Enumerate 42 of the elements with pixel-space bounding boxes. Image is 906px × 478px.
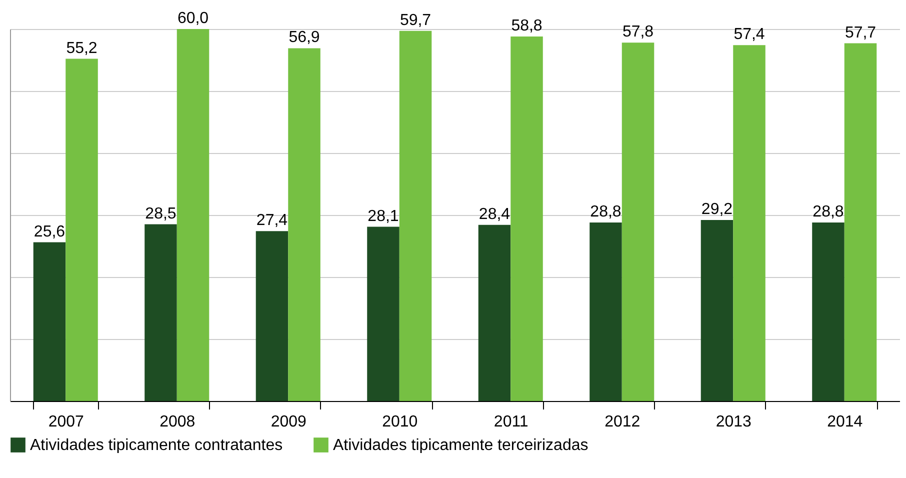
bar — [66, 58, 98, 401]
data-label: 59,7 — [400, 12, 432, 29]
data-label: 56,9 — [288, 29, 320, 46]
data-label: 29,2 — [701, 200, 733, 218]
bar — [367, 226, 400, 401]
x-tick-label: 2008 — [160, 414, 196, 430]
x-tick-label: 2009 — [270, 414, 307, 430]
data-label: 25,6 — [34, 223, 66, 240]
data-label: 28,1 — [368, 208, 399, 225]
bar — [256, 231, 288, 401]
x-tick-label: 2012 — [604, 414, 640, 430]
bar — [590, 222, 622, 401]
bar — [812, 222, 844, 401]
data-label: 27,4 — [256, 212, 288, 230]
x-tick-label: 2011 — [494, 414, 528, 430]
data-label: 57,8 — [622, 24, 654, 41]
x-tick-label: 2010 — [382, 414, 418, 430]
legend-label: Atividades tipicamente terceirizadas — [333, 437, 588, 454]
bar — [399, 30, 432, 401]
bar — [510, 36, 543, 401]
bar — [478, 224, 511, 401]
bar — [176, 29, 210, 401]
x-tick-label: 2013 — [716, 414, 752, 430]
bar — [733, 45, 766, 401]
data-label: 57,7 — [844, 24, 876, 42]
data-label: 60,0 — [177, 10, 209, 27]
bar — [33, 242, 66, 401]
legend-label: Atividades tipicamente contratantes — [30, 437, 283, 454]
x-tick-label: 2014 — [827, 414, 863, 430]
x-tick-label: 2007 — [48, 414, 84, 430]
data-label: 58,8 — [511, 17, 542, 34]
bar — [700, 220, 734, 401]
bar — [622, 42, 654, 401]
data-label: 28,5 — [145, 205, 176, 222]
data-label: 28,8 — [812, 203, 844, 220]
data-label: 57,4 — [734, 26, 765, 44]
bar — [144, 224, 177, 401]
bar — [844, 43, 877, 401]
data-label: 55,2 — [66, 40, 98, 57]
data-label: 28,4 — [478, 206, 510, 223]
data-label: 28,8 — [590, 203, 622, 220]
bar — [288, 48, 320, 401]
